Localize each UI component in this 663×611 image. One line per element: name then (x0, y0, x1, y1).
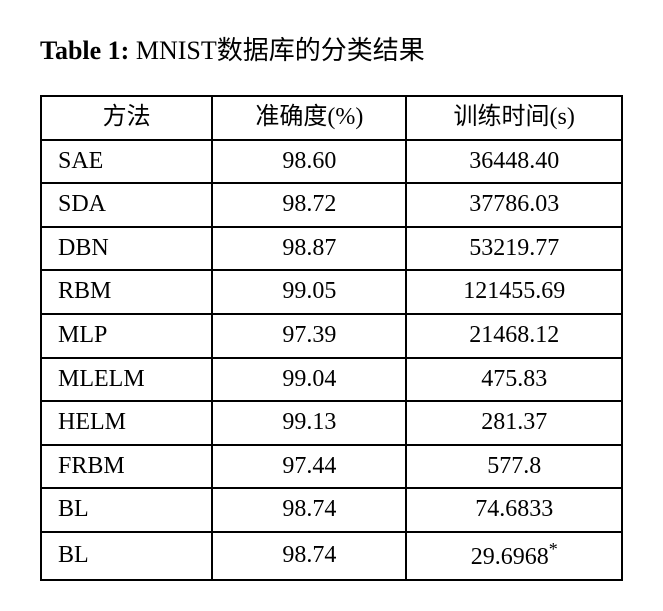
table-cell-method: BL (41, 488, 212, 532)
table-cell-accuracy: 98.74 (212, 488, 406, 532)
table-cell-time: 281.37 (406, 401, 622, 445)
table-header-method: 方法 (41, 96, 212, 140)
table-cell-method: MLP (41, 314, 212, 358)
table-cell-method: SAE (41, 140, 212, 184)
table-cell-method: MLELM (41, 358, 212, 402)
table-cell-accuracy: 99.04 (212, 358, 406, 402)
table-cell-accuracy: 98.74 (212, 532, 406, 580)
table-row: MLP97.3921468.12 (41, 314, 622, 358)
table-cell-time: 577.8 (406, 445, 622, 489)
table-caption-label: Table 1: (40, 36, 129, 65)
table-cell-accuracy: 98.87 (212, 227, 406, 271)
table-row: BL98.7474.6833 (41, 488, 622, 532)
table-row: BL98.7429.6968* (41, 532, 622, 580)
table-cell-method: HELM (41, 401, 212, 445)
table-cell-time: 21468.12 (406, 314, 622, 358)
table-row: RBM99.05121455.69 (41, 270, 622, 314)
table-cell-method: SDA (41, 183, 212, 227)
table-cell-accuracy: 99.13 (212, 401, 406, 445)
table-row: SAE98.6036448.40 (41, 140, 622, 184)
results-table: 方法 准确度(%) 训练时间(s) SAE98.6036448.40SDA98.… (40, 95, 623, 581)
table-row: DBN98.8753219.77 (41, 227, 622, 271)
table-cell-time: 53219.77 (406, 227, 622, 271)
table-cell-method: DBN (41, 227, 212, 271)
table-cell-time: 475.83 (406, 358, 622, 402)
table-cell-method: RBM (41, 270, 212, 314)
table-cell-time: 121455.69 (406, 270, 622, 314)
table-cell-accuracy: 97.44 (212, 445, 406, 489)
table-body: SAE98.6036448.40SDA98.7237786.03DBN98.87… (41, 140, 622, 580)
table-header-row: 方法 准确度(%) 训练时间(s) (41, 96, 622, 140)
table-cell-method: BL (41, 532, 212, 580)
asterisk-marker: * (549, 539, 558, 559)
table-cell-accuracy: 99.05 (212, 270, 406, 314)
table-cell-time: 37786.03 (406, 183, 622, 227)
table-row: HELM99.13281.37 (41, 401, 622, 445)
table-caption-text: MNIST数据库的分类结果 (136, 36, 425, 65)
table-cell-time: 36448.40 (406, 140, 622, 184)
table-cell-accuracy: 98.60 (212, 140, 406, 184)
table-cell-method: FRBM (41, 445, 212, 489)
table-row: MLELM99.04475.83 (41, 358, 622, 402)
table-row: FRBM97.44577.8 (41, 445, 622, 489)
table-row: SDA98.7237786.03 (41, 183, 622, 227)
table-cell-time: 74.6833 (406, 488, 622, 532)
table-cell-accuracy: 97.39 (212, 314, 406, 358)
table-cell-time: 29.6968* (406, 532, 622, 580)
table-header-accuracy: 准确度(%) (212, 96, 406, 140)
table-header-time: 训练时间(s) (406, 96, 622, 140)
table-caption: Table 1: MNIST数据库的分类结果 (40, 30, 623, 67)
table-cell-accuracy: 98.72 (212, 183, 406, 227)
